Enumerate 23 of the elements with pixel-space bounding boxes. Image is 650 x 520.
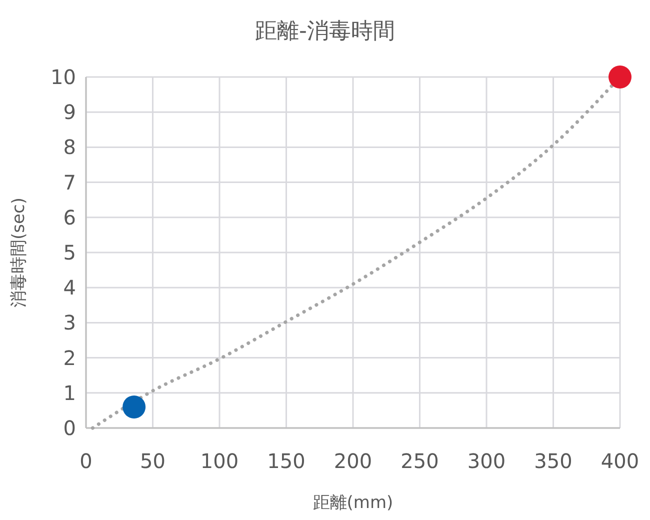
- x-tick-label: 0: [80, 449, 92, 473]
- y-tick-label: 2: [63, 346, 76, 370]
- x-tick-label: 250: [400, 449, 439, 473]
- x-tick-label: 100: [200, 449, 239, 473]
- x-tick-label: 350: [534, 449, 572, 473]
- x-tick-label: 400: [600, 449, 640, 473]
- y-tick-label: 3: [63, 310, 76, 335]
- x-tick-label: 50: [140, 449, 166, 473]
- x-tick-label: 300: [467, 449, 506, 473]
- y-tick-label: 10: [50, 65, 76, 89]
- y-axis-title: 消毒時間(sec): [9, 198, 29, 308]
- x-axis-title: 距離(mm): [312, 493, 394, 513]
- y-tick-label: 0: [63, 416, 76, 440]
- y-tick-label: 5: [63, 240, 76, 264]
- y-tick-label: 1: [63, 380, 76, 405]
- y-tick-label: 9: [63, 100, 76, 124]
- y-tick-label: 6: [63, 205, 76, 230]
- y-tick-label: 7: [63, 170, 76, 194]
- y-tick-label: 8: [63, 135, 76, 160]
- x-tick-label: 150: [267, 449, 306, 473]
- y-tick-label: 4: [63, 276, 76, 300]
- x-tick-label: 200: [334, 449, 372, 473]
- chart-title: 距離-消毒時間: [255, 19, 395, 44]
